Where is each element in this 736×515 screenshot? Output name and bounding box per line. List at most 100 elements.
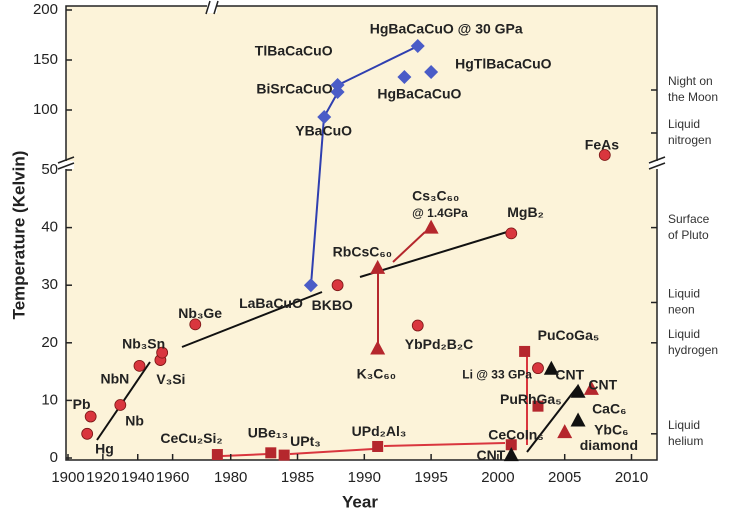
- data-point: [265, 447, 277, 459]
- point-label: CeCoIn₅: [488, 426, 543, 442]
- data-point: [532, 362, 544, 375]
- data-point: [505, 439, 517, 451]
- data-point: [189, 318, 202, 331]
- data-point: [423, 219, 439, 234]
- y-tick-label: 10: [41, 391, 58, 408]
- x-tick-label: 2005: [548, 469, 581, 486]
- point-label: CaC₆: [592, 400, 626, 416]
- point-label: Pb: [73, 396, 91, 412]
- point-label: RbCsC₆₀: [333, 244, 392, 260]
- data-point: [278, 449, 290, 461]
- connector: [337, 45, 419, 86]
- x-tick-label: 1900: [51, 469, 84, 486]
- point-label: YBaCuO: [295, 123, 352, 139]
- break-gap: [207, 1, 217, 13]
- point-label: YbC₆: [594, 421, 628, 437]
- y-break: [57, 156, 75, 170]
- point-label: BiSrCaCuO: [256, 81, 332, 97]
- x-tick-label: 1940: [121, 469, 154, 486]
- point-label: UBe₁₃: [248, 425, 288, 441]
- point-label: Hg: [95, 441, 114, 457]
- point-label: CNT: [588, 377, 617, 393]
- point-label: PuRhGa₅: [500, 391, 562, 407]
- data-point: [410, 39, 425, 53]
- x-axis-label: Year: [342, 492, 378, 511]
- x-tick-label: 1980: [214, 469, 247, 486]
- break-gap: [649, 161, 665, 169]
- point-label: CNT: [476, 447, 505, 463]
- point-label: HgBaCaCuO: [377, 86, 461, 102]
- data-point: [331, 279, 344, 292]
- y-tick-label: 200: [33, 1, 58, 18]
- point-label: @ 1.4GPa: [412, 206, 468, 220]
- y-tick-label: 30: [41, 276, 58, 293]
- point-label: Cs₃C₆₀: [412, 187, 459, 203]
- reference-label: Surface: [668, 212, 710, 226]
- point-label: MgB₂: [507, 204, 544, 220]
- reference-label: nitrogen: [668, 133, 711, 147]
- y-tick-label: 100: [33, 101, 58, 118]
- point-label: TlBaCaCuO: [255, 43, 333, 59]
- reference-label: Liquid: [668, 287, 700, 301]
- point-label: CNT: [555, 366, 584, 382]
- y-axis-label: Temperature (Kelvin): [9, 151, 28, 320]
- data-point: [133, 359, 146, 372]
- connector: [221, 453, 269, 457]
- reference-label: the Moon: [668, 90, 718, 104]
- data-point: [317, 110, 332, 124]
- point-label: HgTlBaCaCuO: [455, 56, 552, 72]
- x-break: [205, 0, 219, 15]
- reference-label: Liquid: [668, 418, 700, 432]
- axis-breaks: [57, 0, 666, 170]
- data-point: [370, 340, 386, 355]
- x-tick-label: 1995: [414, 469, 447, 486]
- data-point: [543, 360, 559, 375]
- break-gap: [58, 161, 74, 169]
- data-point: [503, 447, 519, 462]
- point-label: V₃Si: [156, 371, 185, 387]
- y-tick-label: 150: [33, 51, 58, 68]
- connector: [359, 231, 508, 278]
- reference-label: Liquid: [668, 117, 700, 131]
- point-label: diamond: [580, 437, 638, 453]
- reference-label: of Pluto: [668, 228, 709, 242]
- data-point: [211, 449, 223, 461]
- data-point: [370, 259, 386, 274]
- y-tick-label: 0: [50, 449, 58, 466]
- data-point: [505, 227, 518, 240]
- data-point: [519, 345, 531, 357]
- point-label: K₃C₆₀: [357, 365, 396, 381]
- data-point: [424, 65, 439, 79]
- reference-label: Night on: [668, 74, 713, 88]
- data-point: [570, 383, 586, 398]
- data-point: [411, 319, 424, 332]
- reference-label: Liquid: [668, 327, 700, 341]
- point-label: Nb: [125, 413, 144, 429]
- x-tick-label: 2010: [615, 469, 648, 486]
- point-label: Nb₃Sn: [122, 335, 165, 351]
- connector-lines: [96, 45, 579, 457]
- point-label: Nb₃Ge: [178, 305, 222, 321]
- x-tick-label: 1990: [348, 469, 381, 486]
- plot-area: [65, 5, 658, 461]
- y-tick-label: 40: [41, 219, 58, 236]
- connector: [392, 231, 426, 263]
- point-label: PuCoGa₅: [538, 327, 600, 343]
- connector: [383, 442, 506, 447]
- data-point: [583, 380, 599, 395]
- data-point: [114, 399, 127, 411]
- reference-label: helium: [668, 434, 703, 448]
- connector: [181, 291, 323, 348]
- point-label: NbN: [100, 371, 129, 387]
- x-tick-label: 2000: [481, 469, 514, 486]
- point-label: HgBaCaCuO @ 30 GPa: [370, 21, 523, 37]
- data-point: [557, 424, 573, 439]
- x-tick-label: 1920: [86, 469, 119, 486]
- y-break: [648, 156, 666, 170]
- data-point: [397, 70, 412, 84]
- reference-label: neon: [668, 303, 695, 317]
- data-point: [570, 412, 586, 427]
- point-label: FeAs: [585, 137, 619, 153]
- data-point: [598, 149, 611, 161]
